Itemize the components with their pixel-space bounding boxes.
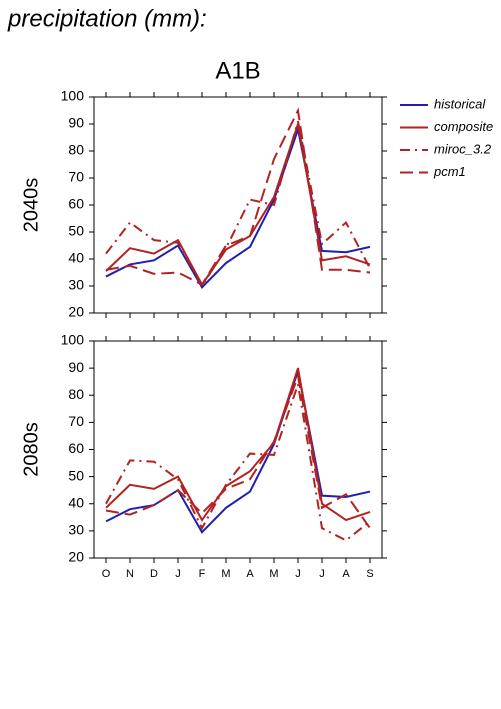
x-tick-label: N (126, 568, 134, 580)
y-tick-label: 20 (68, 549, 84, 565)
series-line (105, 367, 371, 522)
x-tick-label: J (295, 568, 301, 580)
y-tick-label: 90 (68, 359, 84, 375)
x-tick-label: D (150, 568, 158, 580)
y-tick-label: 80 (68, 386, 84, 402)
x-tick-label: A (246, 568, 254, 580)
y-tick-label: 100 (61, 332, 85, 348)
plot-frame (93, 96, 383, 314)
y-tick-label: 70 (68, 413, 84, 429)
y-tick-label: 50 (68, 467, 84, 483)
x-tick-label: M (269, 568, 278, 580)
y-tick-label: 60 (68, 440, 84, 456)
y-tick-label: 40 (68, 494, 84, 510)
y-tick-label: 40 (68, 250, 84, 266)
legend-label: composite (434, 119, 493, 134)
y-tick-label: 80 (68, 142, 84, 158)
series-line (105, 372, 371, 529)
chart-title: A1B (215, 57, 260, 84)
heading: precipitation (mm): (7, 5, 207, 32)
x-tick-label: S (366, 568, 373, 580)
series-line (105, 123, 371, 287)
y-tick-label: 90 (68, 115, 84, 131)
y-axis-label: 2040s (20, 178, 42, 233)
series-line (105, 384, 371, 542)
x-tick-label: O (102, 568, 111, 580)
y-axis-label: 2080s (20, 422, 42, 477)
x-tick-label: A (342, 568, 350, 580)
y-tick-label: 30 (68, 522, 84, 538)
y-tick-label: 60 (68, 196, 84, 212)
series-line (105, 107, 371, 286)
series-line (105, 121, 371, 288)
x-tick-label: J (319, 568, 325, 580)
legend-label: historical (434, 96, 486, 111)
legend-label: miroc_3.2 (434, 141, 492, 156)
y-tick-label: 100 (61, 88, 85, 104)
x-tick-label: M (221, 568, 230, 580)
y-tick-label: 20 (68, 304, 84, 320)
x-tick-label: J (175, 568, 181, 580)
y-tick-label: 30 (68, 277, 84, 293)
x-tick-label: F (199, 568, 206, 580)
y-tick-label: 50 (68, 223, 84, 239)
plot-frame (93, 340, 383, 559)
y-tick-label: 70 (68, 169, 84, 185)
series-line (105, 125, 371, 289)
legend-label: pcm1 (433, 164, 466, 179)
